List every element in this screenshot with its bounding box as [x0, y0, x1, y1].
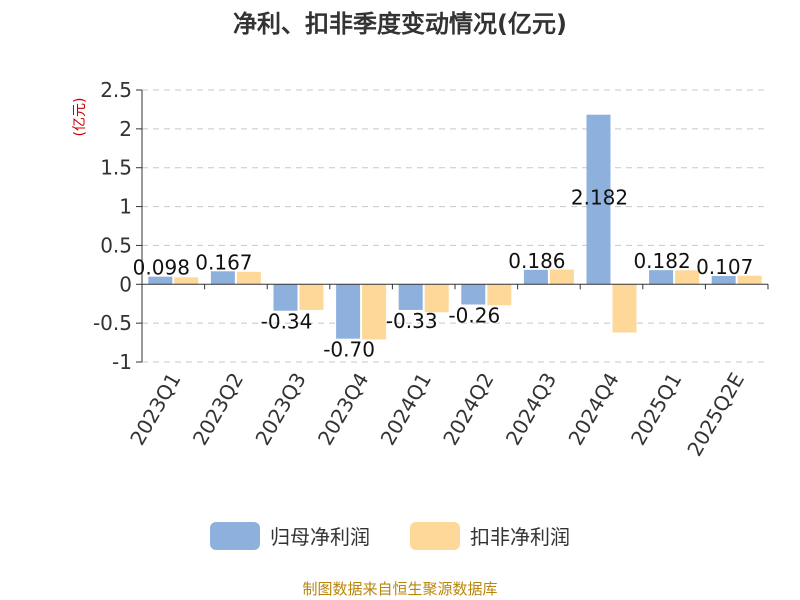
bar-net-profit-2023Q3	[273, 284, 298, 311]
x-tick-label: 2024Q3	[501, 369, 561, 450]
x-tick-label: 2023Q4	[313, 369, 373, 450]
bars-layer	[148, 114, 762, 340]
grid-layer	[142, 89, 768, 363]
bar-deducted-net-profit-2023Q3	[299, 284, 324, 310]
bar-net-profit-2024Q3	[523, 269, 548, 285]
data-label-2023Q4: -0.70	[323, 338, 375, 362]
data-label-2024Q2: -0.26	[448, 303, 500, 327]
legend: 归母净利润 扣非净利润	[210, 522, 570, 550]
x-tick-label: 2023Q1	[125, 369, 185, 450]
y-tick-label: 2.5	[100, 78, 132, 102]
bar-net-profit-2025Q1	[649, 270, 674, 285]
data-label-2024Q3: 0.186	[508, 249, 565, 273]
legend-label-deducted-net-profit: 扣非净利润	[470, 525, 570, 549]
bar-net-profit-2024Q2	[461, 284, 486, 305]
data-label-2023Q1: 0.098	[133, 256, 190, 280]
bar-net-profit-2024Q4	[586, 114, 611, 285]
bar-deducted-net-profit-2025Q1	[675, 270, 700, 285]
x-tick-label: 2023Q3	[250, 369, 310, 450]
bar-deducted-net-profit-2023Q2	[236, 271, 261, 285]
data-label-2024Q4: 2.182	[571, 186, 628, 210]
bar-deducted-net-profit-2024Q2	[487, 284, 512, 306]
data-label-2023Q3: -0.34	[261, 310, 313, 334]
bar-net-profit-2023Q4	[336, 284, 361, 339]
bar-net-profit-2025Q2E	[711, 275, 736, 285]
legend-swatch-net-profit	[210, 522, 260, 550]
x-tick-label: 2025Q2E	[682, 369, 749, 461]
chart-title: 净利、扣非季度变动情况(亿元)	[233, 10, 567, 38]
data-label-2025Q2E: 0.107	[696, 255, 753, 279]
bar-deducted-net-profit-2023Q4	[362, 284, 387, 340]
x-tick-label: 2024Q4	[563, 369, 623, 450]
bar-net-profit-2024Q1	[398, 284, 423, 310]
x-tick-label: 2024Q2	[438, 369, 498, 450]
y-tick-label: 1.5	[100, 156, 132, 180]
legend-label-net-profit: 归母净利润	[270, 525, 370, 549]
data-label-2023Q2: 0.167	[195, 250, 252, 274]
x-tick-label: 2024Q1	[376, 369, 436, 450]
y-axis-label: (亿元)	[72, 98, 88, 137]
data-labels-layer: 0.098 0.167 -0.34 -0.70 -0.33 -0.26 0.186 2.182…	[133, 186, 754, 362]
y-tick-label: -0.5	[93, 311, 132, 335]
x-tick-label: 2025Q1	[626, 369, 686, 450]
bar-net-profit-2023Q2	[210, 271, 235, 285]
data-label-2025Q1: 0.182	[633, 249, 690, 273]
y-tick-label: 0	[119, 272, 132, 296]
y-tick-label: 1	[119, 195, 132, 219]
legend-swatch-deducted-net-profit	[410, 522, 460, 550]
bar-deducted-net-profit-2024Q1	[424, 284, 449, 313]
data-source-note: 制图数据来自恒生聚源数据库	[302, 580, 497, 598]
bar-net-profit-2023Q1	[148, 276, 173, 285]
bar-deducted-net-profit-2025Q2E	[737, 275, 762, 285]
bar-deducted-net-profit-2024Q4	[612, 284, 637, 333]
bar-deducted-net-profit-2024Q3	[549, 269, 574, 285]
y-tick-label: 0.5	[100, 233, 132, 257]
bar-deducted-net-profit-2023Q1	[174, 277, 199, 285]
data-label-2024Q1: -0.33	[386, 309, 438, 333]
y-tick-label: -1	[112, 350, 132, 374]
x-tick-label: 2023Q2	[188, 369, 248, 450]
y-tick-label: 2	[119, 117, 132, 141]
